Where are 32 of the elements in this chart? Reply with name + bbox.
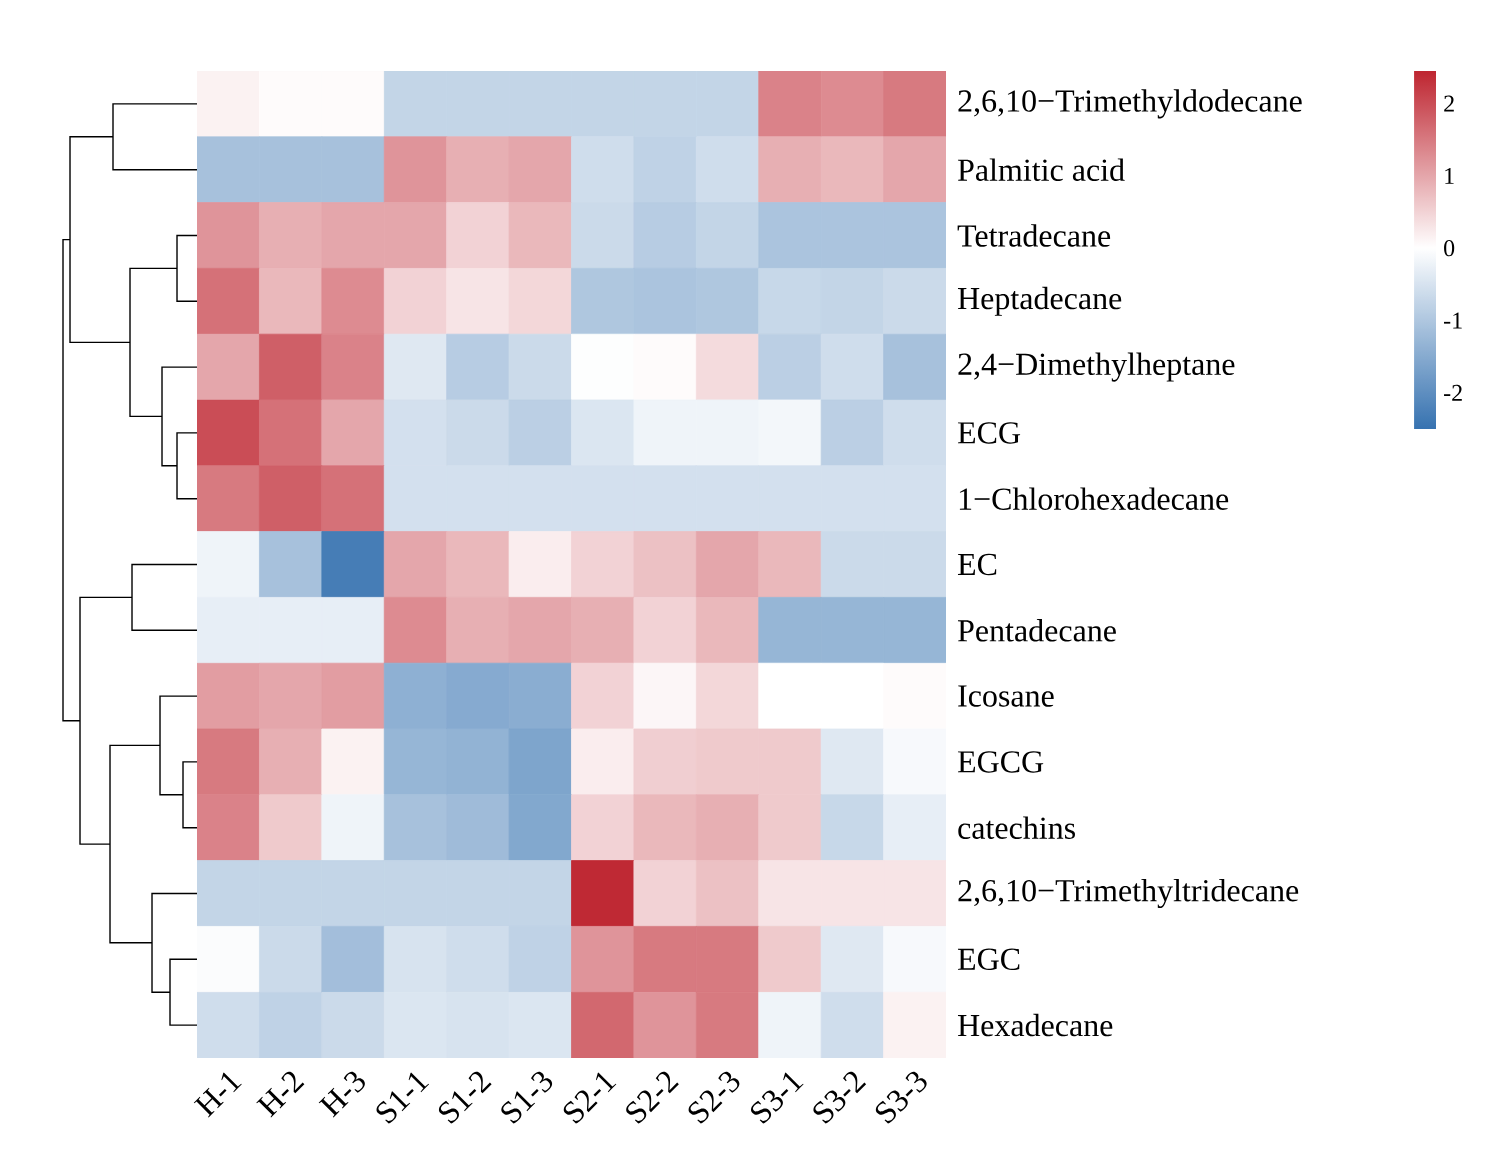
y-tick-label: Palmitic acid	[957, 158, 1125, 181]
x-tick-label: S3-3	[875, 1071, 927, 1124]
color-bar-label: -1	[1444, 312, 1462, 329]
x-tick-label: S3-2	[813, 1071, 867, 1124]
color-bar-label: 2	[1444, 95, 1454, 112]
x-tick-label: H-1	[193, 1072, 242, 1118]
color-bar-label: 1	[1445, 167, 1454, 184]
x-tick-label: H-2	[256, 1071, 305, 1118]
x-tick-label: S1-3	[501, 1071, 553, 1124]
y-tick-label: EGC	[957, 948, 1020, 971]
color-bar-label: -2	[1444, 384, 1462, 401]
y-tick-label: 2,4−Dimethylheptane	[958, 352, 1235, 382]
x-tick-label: S2-1	[563, 1072, 617, 1124]
y-tick-label: 1−Chlorohexadecane	[959, 487, 1229, 510]
y-tick-label: Pentadecane	[957, 619, 1116, 642]
x-tick-label: S1-2	[438, 1071, 492, 1124]
x-tick-label: S2-3	[688, 1071, 740, 1124]
y-tick-label: catechins	[958, 816, 1075, 839]
y-tick-label: Icosane	[958, 685, 1054, 707]
y-tick-label: EGCG	[957, 751, 1044, 773]
y-tick-label: Hexadecane	[957, 1013, 1113, 1037]
y-tick-label: EC	[957, 553, 997, 576]
x-tick-label: S1-1	[376, 1072, 430, 1124]
y-tick-label: Tetradecane	[957, 224, 1111, 247]
color-bar-label: 0	[1444, 240, 1455, 257]
x-tick-label: S2-2	[626, 1071, 679, 1124]
y-tick-label: 2,6,10−Trimethyltridecane	[958, 878, 1299, 909]
y-tick-label: ECG	[957, 422, 1021, 444]
y-tick-label: 2,6,10−Trimethyldodecane	[958, 89, 1302, 119]
y-tick-label: Heptadecane	[957, 286, 1122, 316]
x-tick-label: S3-1	[751, 1072, 804, 1124]
x-tick-label: H-3	[318, 1071, 365, 1118]
